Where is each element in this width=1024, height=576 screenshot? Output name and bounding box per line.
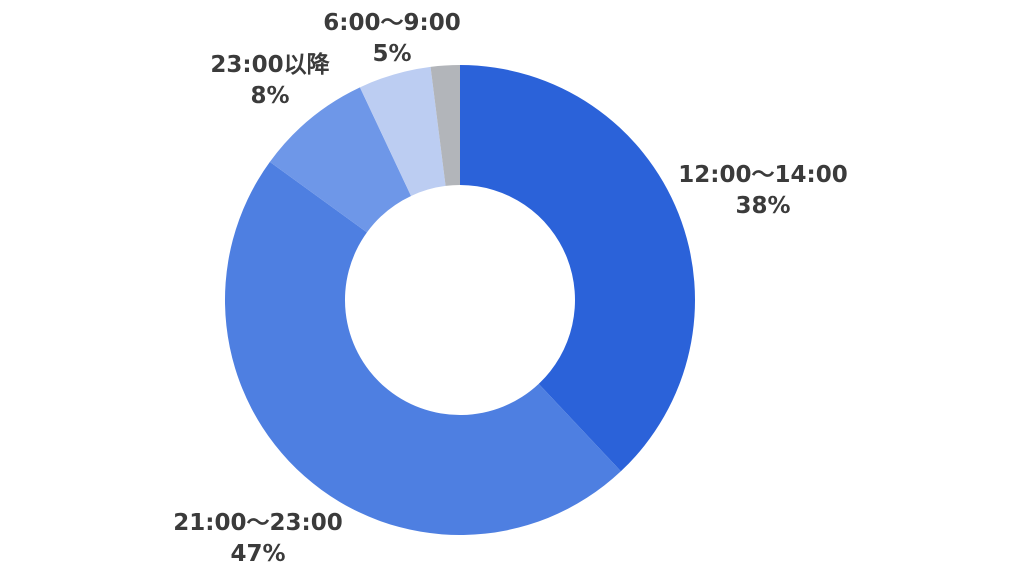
segment-label-21-23: 21:00〜23:00 47% bbox=[173, 508, 342, 570]
segment-label-12-14-percent: 38% bbox=[735, 193, 791, 220]
segment-label-12-14: 12:00〜14:00 38% bbox=[678, 160, 847, 222]
segment-label-after-23: 23:00以降 8% bbox=[210, 50, 329, 112]
segment-label-6-9-percent: 5% bbox=[372, 41, 412, 68]
pie-segment-unlabeled bbox=[430, 65, 460, 186]
segment-label-12-14-category: 12:00〜14:00 bbox=[678, 162, 848, 188]
segment-label-after-23-category: 23:00以降 bbox=[210, 52, 330, 78]
segment-label-after-23-percent: 8% bbox=[250, 83, 290, 110]
segment-label-6-9-category: 6:00〜9:00 bbox=[323, 10, 461, 36]
pie-segment-6:00〜9:00 bbox=[359, 66, 446, 196]
pie-segment-21:00〜23:00 bbox=[224, 161, 621, 536]
pie-segment-12:00〜14:00 bbox=[460, 65, 696, 472]
segment-label-21-23-category: 21:00〜23:00 bbox=[173, 510, 343, 536]
segment-label-21-23-percent: 47% bbox=[230, 541, 286, 568]
pie-segment-23:00以降 bbox=[269, 87, 412, 233]
segment-label-6-9: 6:00〜9:00 5% bbox=[323, 8, 460, 70]
